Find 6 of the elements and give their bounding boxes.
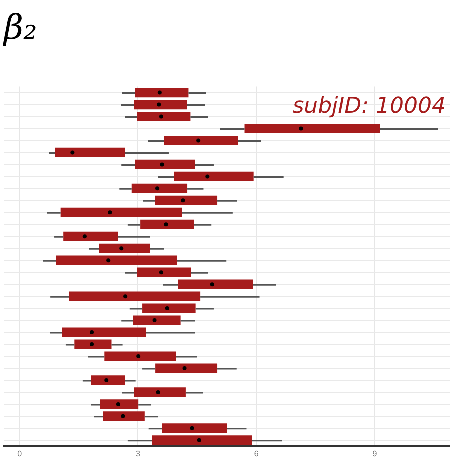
x-tick-label: 0 — [18, 449, 23, 458]
annotation: subjID: 10004 — [292, 94, 446, 119]
x-tick-label: 9 — [372, 449, 378, 458]
x-tick-label: 6 — [254, 449, 260, 458]
chart-title: β₂ — [2, 8, 38, 48]
x-tick-label: 3 — [136, 449, 141, 458]
